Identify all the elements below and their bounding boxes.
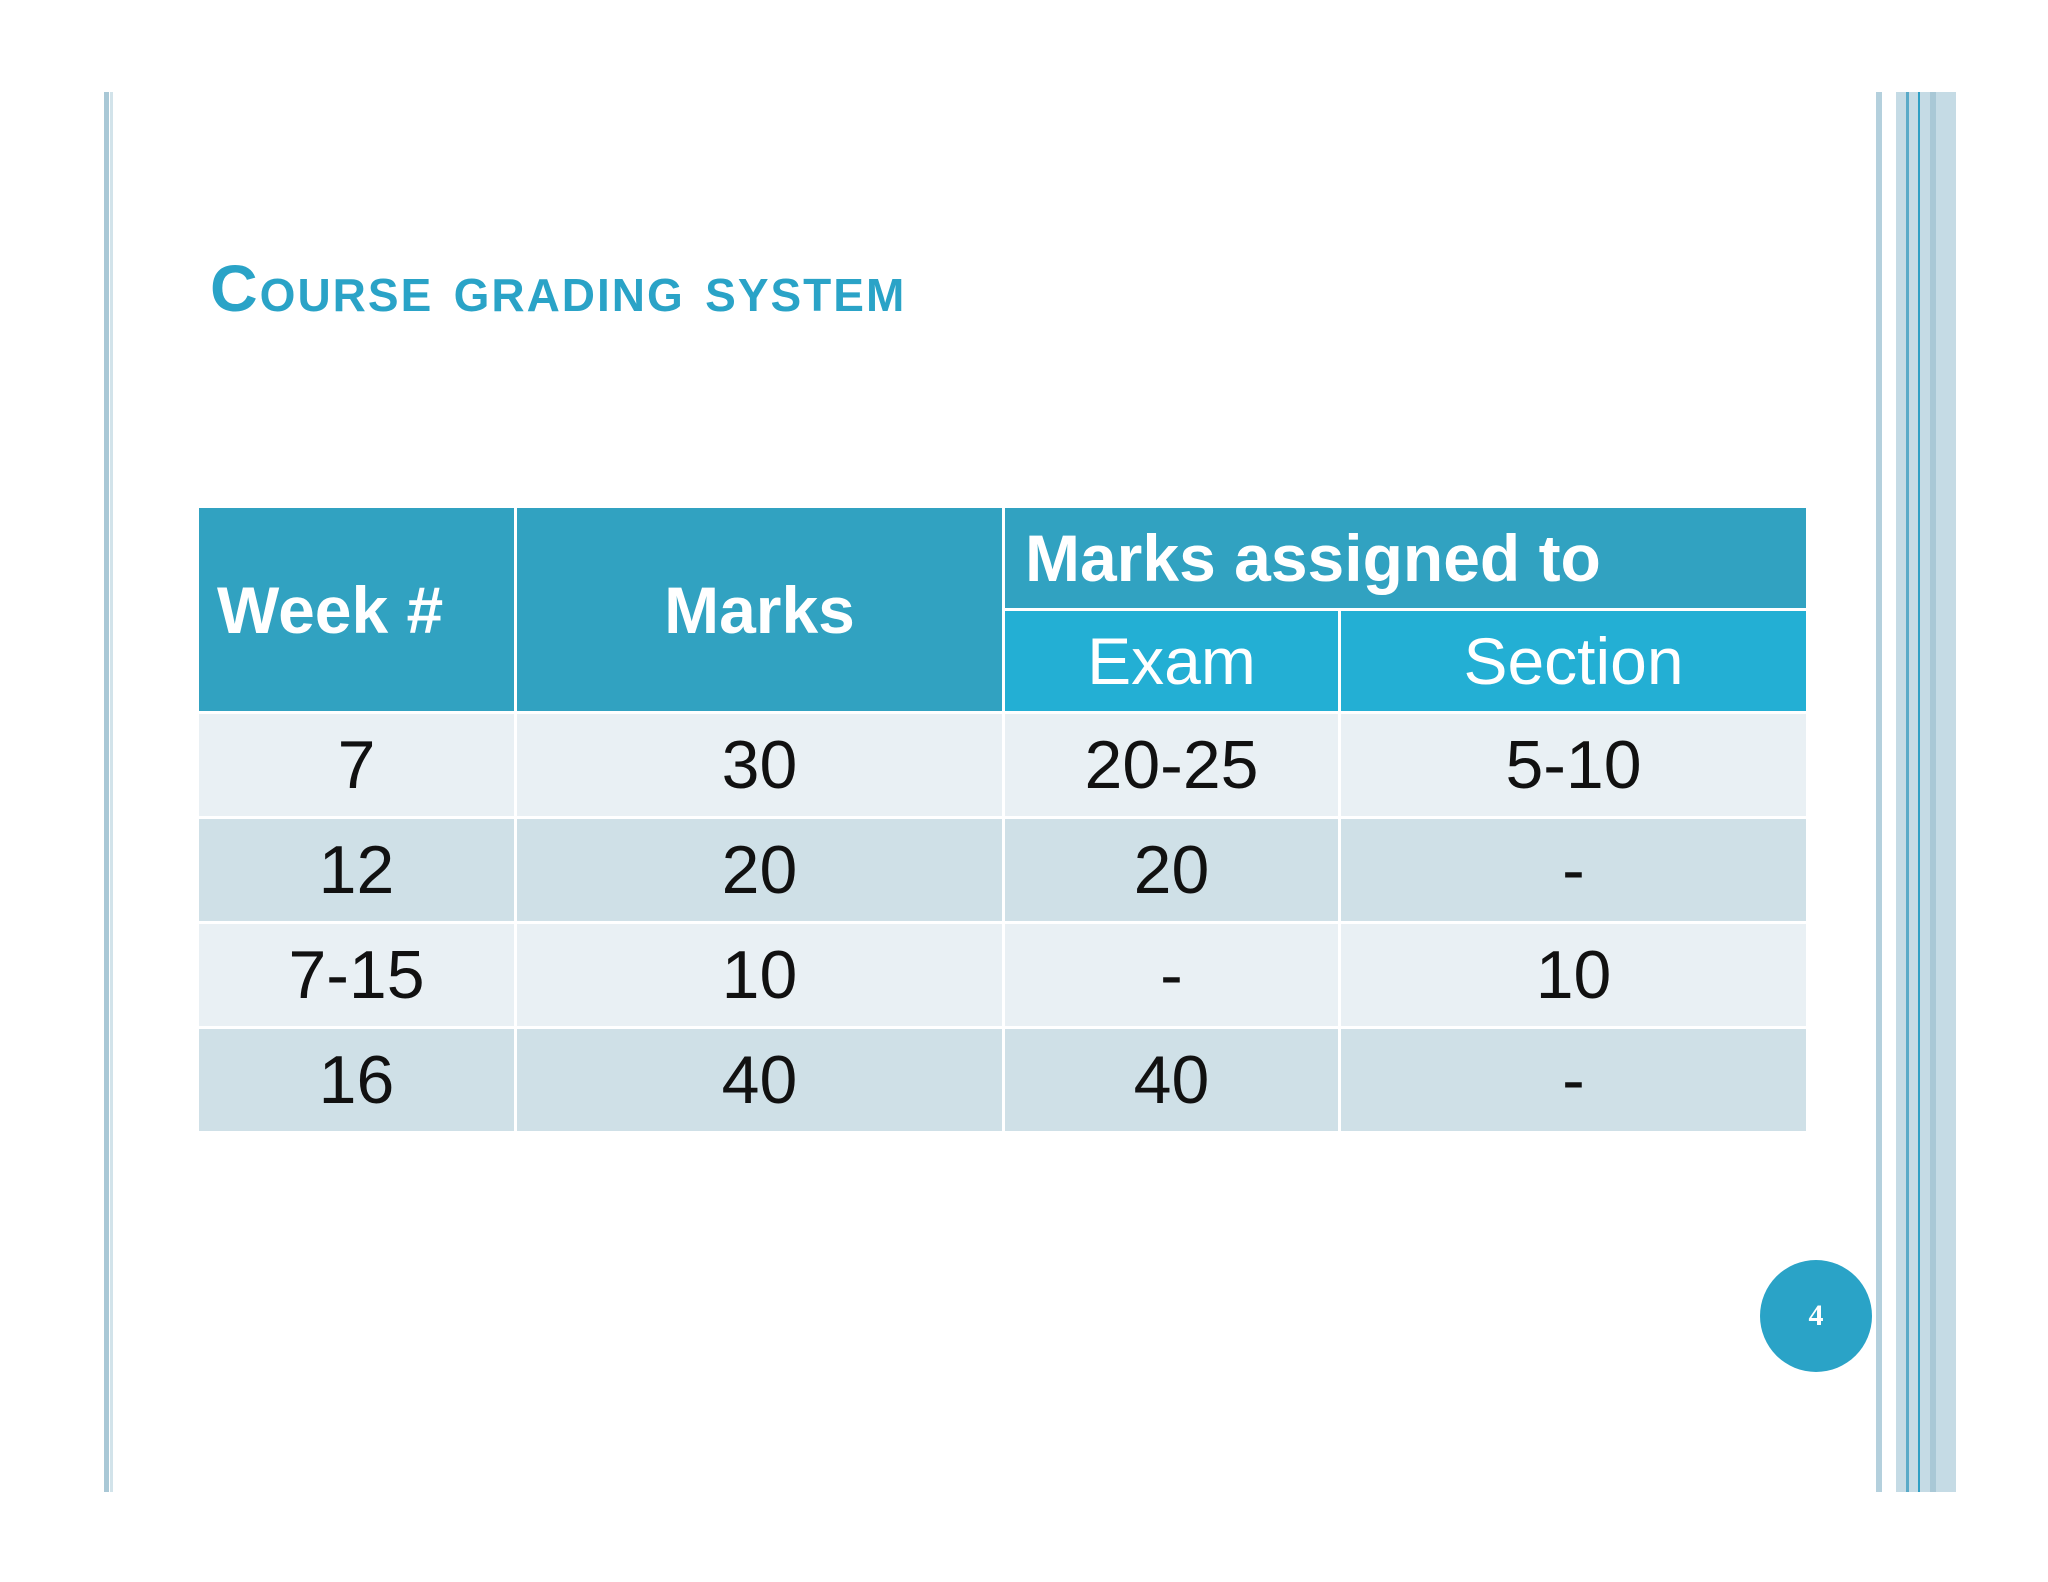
cell-marks: 40 xyxy=(514,1026,1005,1134)
table-row: 16 40 40 - xyxy=(196,1026,1810,1134)
table-row: 7-15 10 - 10 xyxy=(196,921,1810,1029)
right-decorative-bar-thin xyxy=(1876,92,1882,1492)
cell-section: 10 xyxy=(1337,921,1810,1029)
cell-marks: 20 xyxy=(514,816,1005,924)
header-week: Week # xyxy=(196,505,517,714)
cell-exam: - xyxy=(1002,921,1341,1029)
table-row: 12 20 20 - xyxy=(196,816,1810,924)
page-number-badge: 4 xyxy=(1760,1260,1872,1372)
right-decorative-line-accent xyxy=(1918,92,1920,1492)
cell-week: 7-15 xyxy=(196,921,517,1029)
cell-exam: 20 xyxy=(1002,816,1341,924)
cell-section: - xyxy=(1337,816,1810,924)
cell-exam: 40 xyxy=(1002,1026,1341,1134)
cell-week: 12 xyxy=(196,816,517,924)
slide-title: Course grading system xyxy=(210,251,907,325)
right-decorative-bar-wide xyxy=(1896,92,1956,1492)
header-marks-assigned-to: Marks assigned to xyxy=(1001,505,1810,611)
left-decorative-bar xyxy=(104,92,109,1492)
cell-week: 16 xyxy=(196,1026,517,1134)
grading-table: Week # Marks Marks assigned to Exam Sect… xyxy=(196,505,1810,1134)
header-exam: Exam xyxy=(1002,608,1341,714)
right-decorative-bar-inner xyxy=(1930,92,1936,1492)
left-decorative-bar-inner xyxy=(110,92,113,1492)
cell-section: - xyxy=(1337,1026,1810,1134)
cell-section: 5-10 xyxy=(1337,711,1810,819)
cell-week: 7 xyxy=(196,711,517,819)
table-row: 7 30 20-25 5-10 xyxy=(196,711,1810,819)
cell-marks: 30 xyxy=(514,711,1005,819)
header-section: Section xyxy=(1337,608,1810,714)
header-marks: Marks xyxy=(514,505,1005,714)
cell-marks: 10 xyxy=(514,921,1005,1029)
cell-exam: 20-25 xyxy=(1002,711,1341,819)
right-decorative-line xyxy=(1906,92,1909,1492)
